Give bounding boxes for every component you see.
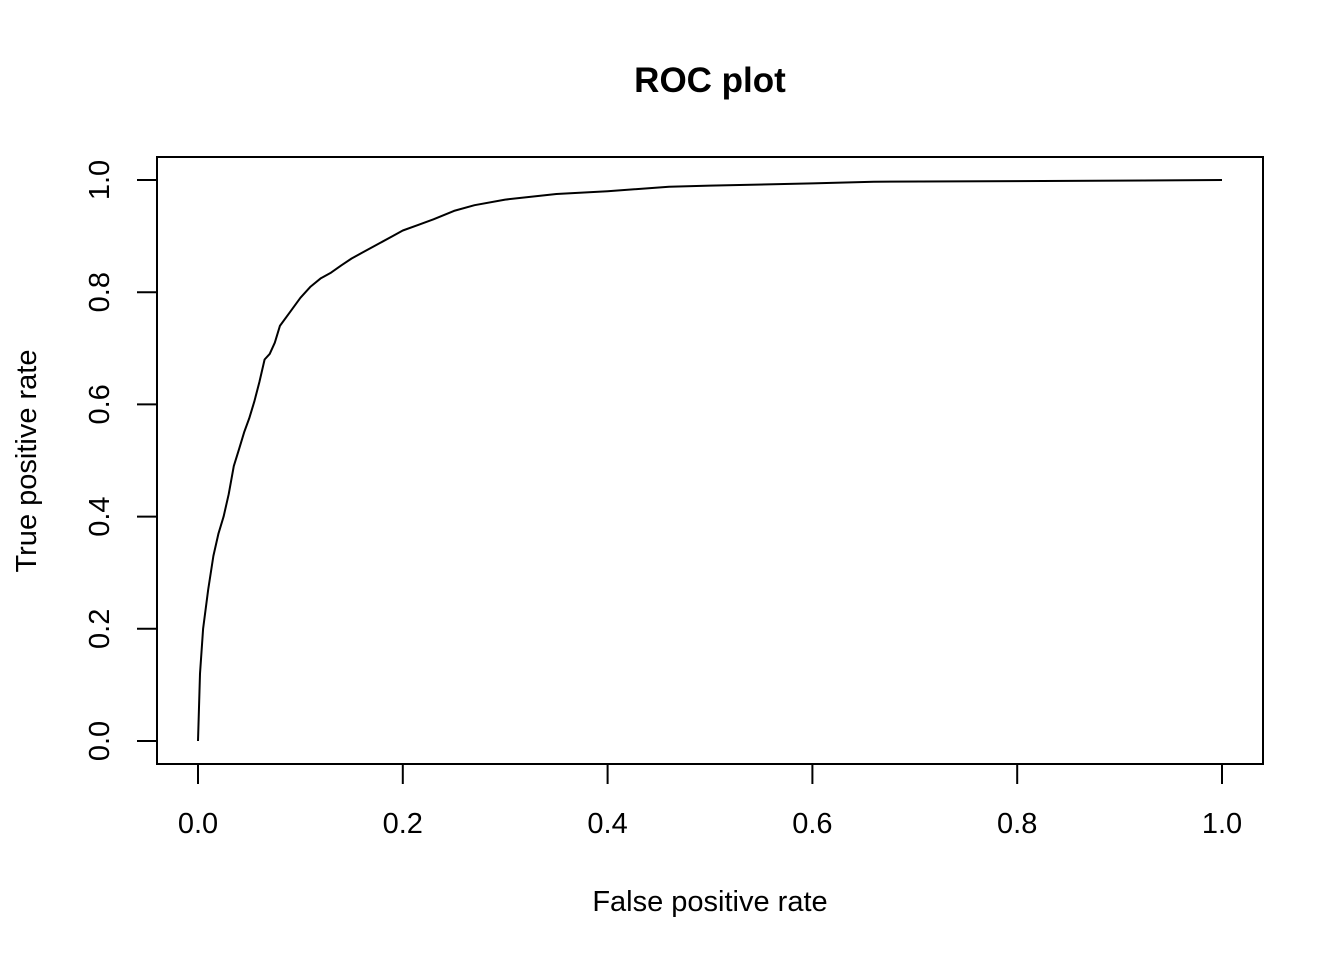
x-tick-label: 0.8: [997, 808, 1037, 840]
y-axis: 0.0 0.2 0.4 0.6 0.8 1.0: [84, 160, 158, 761]
x-tick-label: 0.2: [383, 808, 423, 840]
y-tick-label: 0.0: [84, 721, 116, 761]
y-tick-label: 0.4: [84, 496, 116, 536]
chart-title: ROC plot: [634, 61, 786, 100]
x-tick-label: 0.6: [792, 808, 832, 840]
x-axis: 0.0 0.2 0.4 0.6 0.8 1.0: [178, 763, 1242, 840]
y-tick-label: 0.2: [84, 609, 116, 649]
x-axis-label: False positive rate: [592, 886, 827, 918]
plot-frame: [156, 156, 1264, 765]
y-tick-label: 1.0: [84, 160, 116, 200]
y-axis-label: True positive rate: [11, 350, 43, 573]
x-tick-label: 0.4: [587, 808, 627, 840]
x-tick-label: 1.0: [1202, 808, 1242, 840]
roc-curve: [197, 179, 1223, 742]
y-tick-label: 0.8: [84, 272, 116, 312]
x-tick-label: 0.0: [178, 808, 218, 840]
y-tick-label: 0.6: [84, 384, 116, 424]
